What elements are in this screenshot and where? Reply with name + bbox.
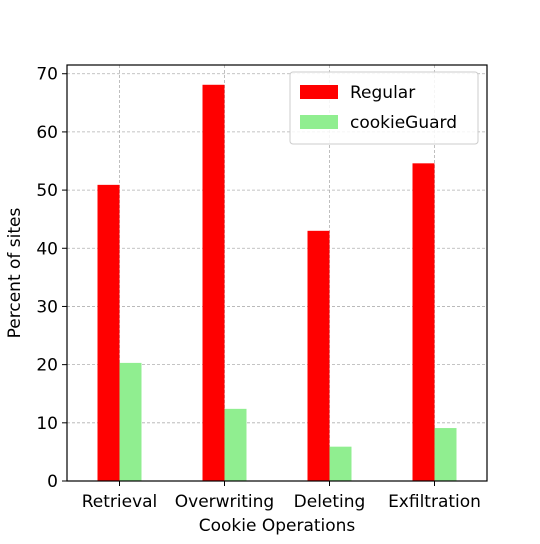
legend-label: Regular <box>350 83 415 103</box>
bar-cookieguard-deleting <box>329 446 352 481</box>
y-tick-label: 20 <box>36 356 58 376</box>
bar-cookieguard-overwriting <box>224 408 247 481</box>
y-tick-label: 50 <box>36 181 58 201</box>
legend-swatch <box>300 85 338 99</box>
bars <box>97 84 457 482</box>
x-axis-ticks: Retrieval Overwriting Deleting Exfiltration <box>82 481 481 512</box>
bar-regular-retrieval <box>97 184 120 481</box>
bar-regular-overwriting <box>202 84 225 482</box>
bar-regular-deleting <box>307 230 330 481</box>
x-tick-label: Overwriting <box>175 492 274 512</box>
x-tick-label: Retrieval <box>82 492 158 512</box>
y-tick-label: 0 <box>47 472 58 492</box>
y-tick-label: 60 <box>36 123 58 143</box>
y-tick-label: 40 <box>36 239 58 259</box>
y-axis-ticks: 0 10 20 30 40 50 60 70 <box>36 65 67 492</box>
x-tick-label: Exfiltration <box>388 492 481 512</box>
y-tick-label: 70 <box>36 65 58 85</box>
legend-swatch <box>300 115 338 129</box>
bar-cookieguard-exfiltration <box>434 428 457 481</box>
bar-regular-exfiltration <box>412 163 435 481</box>
legend-label: cookieGuard <box>350 113 457 133</box>
legend: Regular cookieGuard <box>289 71 479 145</box>
x-tick-label: Deleting <box>294 492 366 512</box>
axes-frame <box>66 64 488 482</box>
y-tick-label: 30 <box>36 297 58 317</box>
y-axis-label: Percent of sites <box>5 208 25 339</box>
x-axis-label: Cookie Operations <box>199 516 356 536</box>
bar-cookieguard-retrieval <box>119 362 142 481</box>
y-tick-label: 10 <box>36 414 58 434</box>
